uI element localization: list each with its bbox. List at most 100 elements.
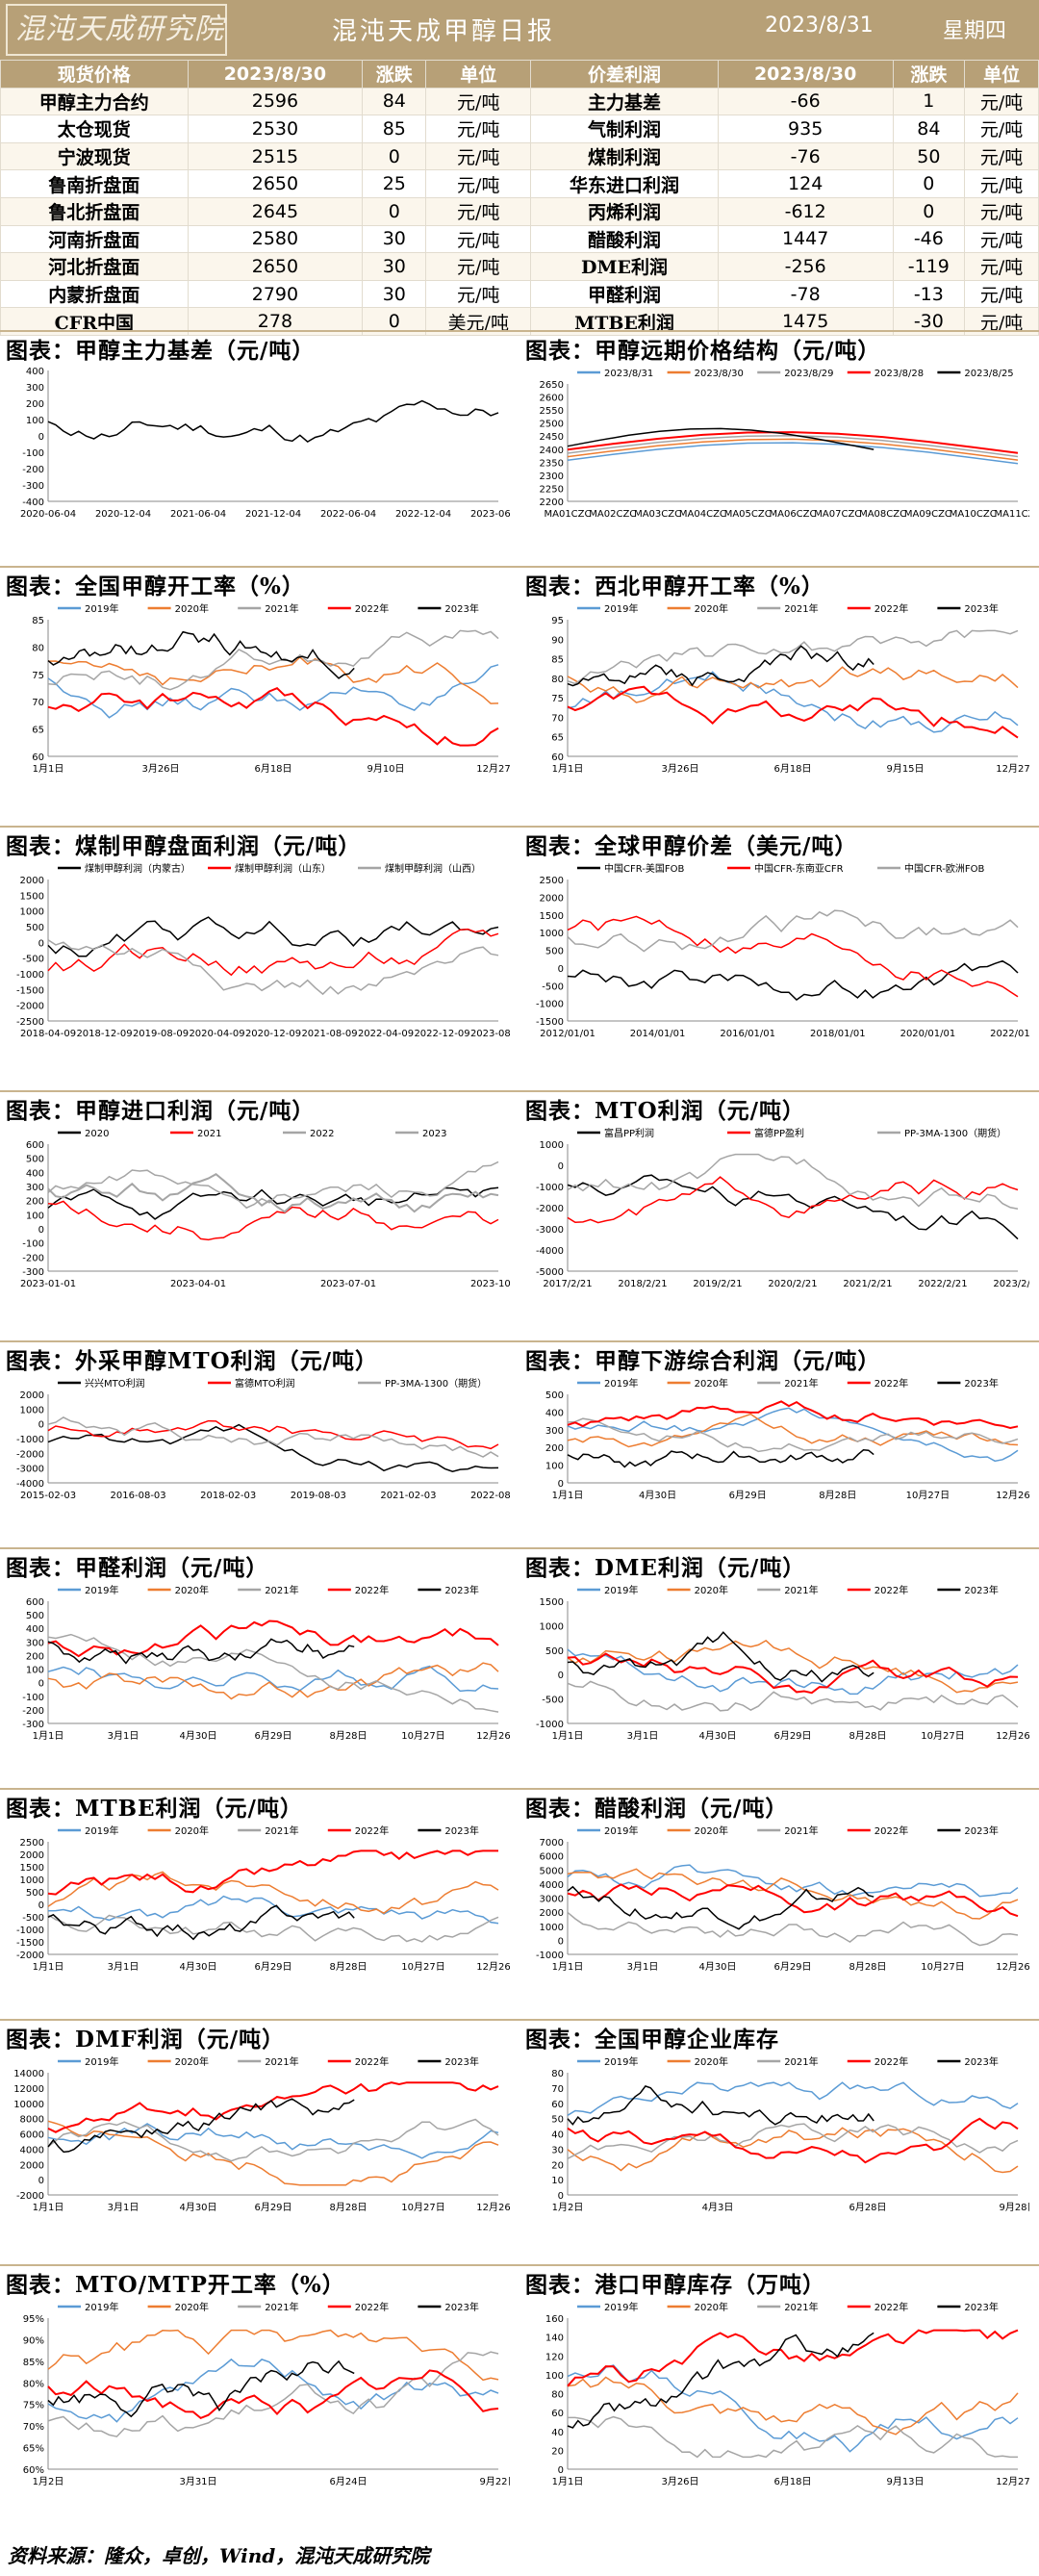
table-cell: -78 bbox=[717, 279, 894, 309]
y-tick-label: -2000 bbox=[16, 1951, 44, 1961]
x-tick-label: 2022/2/21 bbox=[918, 1279, 967, 1289]
table-cell: 鲁北折盘面 bbox=[0, 196, 189, 226]
y-tick-label: 2450 bbox=[540, 432, 564, 443]
y-tick-label: 65% bbox=[23, 2444, 44, 2455]
legend-label: 2023/8/28 bbox=[874, 369, 924, 379]
table-row: 鲁南折盘面 2650 25 元/吨 华东进口利润 124 0 元/吨 bbox=[0, 169, 1039, 198]
legend-label: 2019年 bbox=[85, 2301, 118, 2313]
x-tick-label: 8月28日 bbox=[329, 1730, 367, 1742]
y-tick-label: 0 bbox=[558, 1161, 564, 1172]
x-tick-label: 1月1日 bbox=[33, 763, 64, 775]
legend-label: 2020年 bbox=[175, 1584, 209, 1596]
chart-plot: 煤制甲醇利润（内蒙古） 煤制甲醇利润（山东） 煤制甲醇利润（山西） 2000 1500 1… bbox=[16, 862, 510, 1039]
legend-label: 2021年 bbox=[784, 2301, 818, 2313]
y-tick-label: -100 bbox=[22, 448, 44, 459]
y-tick-label: 70 bbox=[32, 698, 44, 708]
table-cell: 2645 bbox=[187, 196, 364, 226]
legend-label: 2021年 bbox=[265, 1824, 298, 1837]
legend-label: 2023年 bbox=[964, 2301, 998, 2313]
series-line bbox=[47, 1416, 499, 1458]
y-tick-label: -4000 bbox=[16, 1479, 44, 1490]
chart-title: 图表：甲醇进口利润（元/吨） bbox=[6, 1098, 316, 1124]
y-tick-label: -2000 bbox=[16, 2191, 44, 2202]
table-header-row: 现货价格 2023/8/30 涨跌 单位 价差利润 2023/8/30 涨跌 单位 bbox=[0, 60, 1039, 89]
legend-label: 2021 bbox=[197, 1129, 221, 1139]
table-header-cell: 涨跌 bbox=[362, 60, 427, 89]
table-cell: 华东进口利润 bbox=[530, 169, 719, 198]
y-tick-label: 160 bbox=[545, 2314, 564, 2325]
series-line bbox=[47, 1423, 499, 1472]
legend-label: 2022 bbox=[310, 1129, 334, 1139]
series-line bbox=[47, 1419, 499, 1450]
table-cell: 丙烯利润 bbox=[530, 196, 719, 226]
y-tick-label: 40 bbox=[551, 2428, 564, 2438]
series-line bbox=[567, 1911, 1019, 1947]
series-line bbox=[567, 915, 1019, 998]
table-cell: 0 bbox=[892, 196, 966, 226]
series-line bbox=[567, 2127, 1019, 2174]
series-line bbox=[567, 2081, 1019, 2116]
legend-label: 2023年 bbox=[444, 1584, 478, 1596]
x-tick-label: MA05CZC bbox=[724, 509, 772, 520]
legend-label: 2021年 bbox=[784, 2055, 818, 2068]
x-tick-label: 2023-10-01 bbox=[470, 1279, 510, 1289]
section-divider bbox=[0, 1090, 1039, 1092]
series-line bbox=[47, 2120, 499, 2186]
series-line bbox=[567, 645, 874, 687]
x-tick-label: 1月2日 bbox=[552, 2202, 584, 2213]
section-divider bbox=[0, 826, 1039, 828]
series-line bbox=[567, 2332, 874, 2429]
y-tick-label: 80 bbox=[551, 675, 564, 685]
y-tick-label: 2250 bbox=[540, 484, 564, 495]
table-cell: 元/吨 bbox=[425, 169, 532, 198]
y-tick-label: 140 bbox=[545, 2334, 564, 2344]
report-date: 2023/8/31 bbox=[765, 13, 874, 38]
series-line bbox=[47, 1620, 499, 1658]
x-tick-label: 1月1日 bbox=[552, 2476, 584, 2487]
legend-label: 中国CFR-美国FOB bbox=[604, 862, 685, 875]
x-tick-label: 12月26日 bbox=[996, 1490, 1029, 1501]
y-tick-label: 0 bbox=[558, 2191, 564, 2202]
series-line bbox=[567, 442, 1019, 465]
x-tick-label: MA09CZC bbox=[904, 509, 951, 520]
x-tick-label: 10月27日 bbox=[921, 1961, 964, 1973]
table-cell: 84 bbox=[892, 115, 966, 143]
section-divider bbox=[0, 330, 1039, 332]
chart-plot: 2019年 2020年 2021年 2022年 2023年 95% 90% 85% 80% 75%… bbox=[23, 2301, 510, 2487]
y-tick-label: 0 bbox=[558, 1671, 564, 1681]
y-tick-label: -300 bbox=[22, 1267, 44, 1278]
table-cell: -612 bbox=[717, 196, 894, 226]
series-line bbox=[47, 1638, 355, 1665]
table-cell: 河南折盘面 bbox=[0, 224, 189, 254]
table-cell: 元/吨 bbox=[964, 115, 1039, 143]
table-cell: 主力基差 bbox=[530, 87, 719, 116]
x-tick-label: 6月18日 bbox=[254, 763, 291, 775]
x-tick-label: 12月26日 bbox=[996, 1730, 1029, 1742]
series-line bbox=[47, 2329, 499, 2382]
x-tick-label: 6月29日 bbox=[254, 2202, 291, 2213]
legend-label: 2022年 bbox=[874, 602, 908, 615]
y-tick-label: 1000 bbox=[540, 929, 564, 939]
y-tick-label: 400 bbox=[26, 367, 44, 377]
y-tick-label: 1500 bbox=[20, 1863, 44, 1874]
legend-label: 2021年 bbox=[265, 2301, 298, 2313]
table-header-cell: 单位 bbox=[425, 60, 532, 89]
table-cell: 0 bbox=[892, 169, 966, 198]
x-tick-label: 3月26日 bbox=[661, 2476, 698, 2487]
x-tick-label: 12月27日 bbox=[996, 2476, 1029, 2487]
x-tick-label: 2019/2/21 bbox=[693, 1279, 742, 1289]
legend-label: 2023/8/31 bbox=[604, 369, 653, 379]
y-tick-label: 40 bbox=[551, 2130, 564, 2141]
x-tick-label: 2022-12-09 bbox=[414, 1029, 469, 1039]
x-tick-label: 6月29日 bbox=[254, 1730, 291, 1742]
series-line bbox=[47, 1914, 499, 1943]
x-tick-label: 8月28日 bbox=[849, 1730, 886, 1742]
legend-label: 煤制甲醇利润（山西） bbox=[385, 862, 481, 875]
table-row: 太仓现货 2530 85 元/吨 气制利润 935 84 元/吨 bbox=[0, 115, 1039, 143]
legend-label: 2019年 bbox=[604, 2055, 638, 2068]
legend-label: 2022年 bbox=[355, 1584, 389, 1596]
x-tick-label: 9月28日 bbox=[999, 2202, 1029, 2213]
table-cell: 0 bbox=[362, 141, 427, 171]
